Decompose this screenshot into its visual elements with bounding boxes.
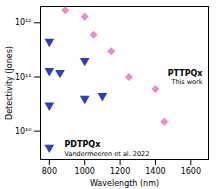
svg-text:This work: This work [170,78,202,86]
svg-text:PTTPQx: PTTPQx [168,69,204,78]
svg-text:10¹²: 10¹² [15,18,32,27]
svg-text:1200: 1200 [110,167,130,176]
svg-text:10¹⁰: 10¹⁰ [15,127,32,136]
svg-text:800: 800 [42,167,57,176]
svg-text:1600: 1600 [181,167,201,176]
svg-text:1000: 1000 [75,167,95,176]
svg-text:Vandermeeren et al. 2022: Vandermeeren et al. 2022 [65,150,150,158]
svg-text:1400: 1400 [145,167,165,176]
svg-text:10¹¹: 10¹¹ [15,73,32,82]
svg-text:Detectivity (Jones): Detectivity (Jones) [5,46,14,120]
svg-text:PDTPQx: PDTPQx [65,140,102,149]
svg-text:Wavelength (nm): Wavelength (nm) [90,179,159,188]
